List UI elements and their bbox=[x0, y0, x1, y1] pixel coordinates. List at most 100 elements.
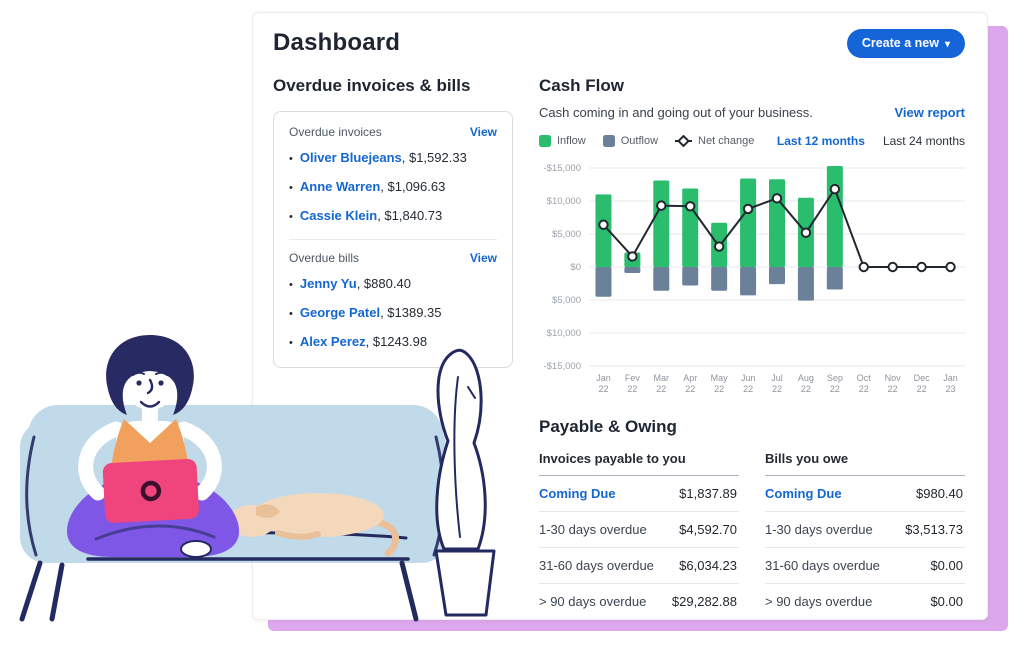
aging-amount: $0.00 bbox=[930, 558, 963, 573]
legend-row: Inflow Outflow Net change Last 12 months La… bbox=[539, 134, 965, 148]
aging-amount: $3,513.73 bbox=[905, 522, 963, 537]
aging-label: 31-60 days overdue bbox=[539, 558, 654, 573]
list-item: George Patel, $1389.35 bbox=[289, 298, 497, 327]
aging-label: 1-30 days overdue bbox=[539, 522, 647, 537]
outflow-bar bbox=[595, 267, 612, 297]
range-tab-last-12-months[interactable]: Last 12 months bbox=[776, 134, 865, 148]
overdue-list: Oliver Bluejeans, $1,592.33Anne Warren, … bbox=[289, 143, 497, 230]
overdue-section-title: Overdue invoices bbox=[289, 125, 382, 139]
overdue-heading: Overdue invoices & bills bbox=[273, 76, 471, 95]
list-item: Oliver Bluejeans, $1,592.33 bbox=[289, 143, 497, 172]
card-header: Dashboard Create a new ▾ bbox=[273, 29, 965, 58]
overdue-name-link[interactable]: Oliver Bluejeans bbox=[299, 150, 402, 165]
svg-text:$5,000: $5,000 bbox=[552, 229, 581, 240]
svg-text:$10,000: $10,000 bbox=[547, 328, 581, 339]
inflow-bar bbox=[653, 180, 670, 267]
overdue-name-link[interactable]: George Patel bbox=[299, 305, 381, 320]
net-change-point bbox=[685, 201, 696, 212]
inflow-bar bbox=[769, 179, 785, 267]
range-tab-last-24-months[interactable]: Last 24 months bbox=[882, 134, 965, 148]
x-axis-label: Oct 22 bbox=[857, 373, 872, 394]
overdue-amount: , $1,840.73 bbox=[377, 208, 443, 223]
table-row: 1-30 days overdue $4,592.70 bbox=[539, 512, 739, 548]
overdue-section-header: Overdue invoices View bbox=[289, 125, 497, 139]
outflow-bar bbox=[653, 267, 670, 291]
x-axis-label: May 22 bbox=[711, 373, 729, 394]
overdue-name-link[interactable]: Alex Perez bbox=[299, 334, 366, 349]
legend-label: Inflow bbox=[557, 135, 586, 147]
payable-table: Invoices payable to you Coming Due $1,837.… bbox=[539, 451, 739, 619]
overdue-amount: , $1243.98 bbox=[365, 334, 428, 349]
legend-item-net-change: Net change bbox=[675, 135, 754, 147]
net-change-point bbox=[800, 227, 812, 238]
inflow-bar bbox=[740, 178, 757, 267]
content-columns: Overdue invoices & bills Overdue invoice… bbox=[273, 76, 965, 619]
create-new-button[interactable]: Create a new ▾ bbox=[846, 29, 965, 58]
view-report-link[interactable]: View report bbox=[894, 105, 965, 120]
view-link[interactable]: View bbox=[469, 125, 497, 139]
list-item: Alex Perez, $1243.98 bbox=[289, 327, 497, 356]
x-axis-label: Nov 22 bbox=[885, 373, 902, 394]
svg-text:-$15,000: -$15,000 bbox=[543, 163, 581, 174]
table-row: 1-30 days overdue $3,513.73 bbox=[765, 512, 965, 548]
couch-illustration bbox=[19, 335, 496, 622]
payable-heading: Payable & Owing bbox=[539, 417, 677, 436]
chart-legend: Inflow Outflow Net change bbox=[539, 135, 754, 147]
overdue-section-header: Overdue bills View bbox=[289, 251, 497, 265]
legend-label: Net change bbox=[698, 135, 755, 147]
legend-label: Outflow bbox=[620, 135, 659, 147]
x-axis-label: Sep 22 bbox=[827, 373, 843, 394]
create-new-label: Create a new bbox=[861, 36, 939, 50]
payable-table: Bills you owe Coming Due $980.40 1-30 days … bbox=[765, 451, 965, 619]
overdue-amount: , $1,096.63 bbox=[380, 179, 446, 194]
pink-laptop bbox=[102, 458, 199, 523]
cashflow-subrow: Cash coming in and going out of your bus… bbox=[539, 105, 965, 120]
cashflow-chart: -$15,000 $10,000 $5,000 $0 $5,000 $10,000 -$15… bbox=[539, 156, 965, 407]
overdue-amount: , $1,592.33 bbox=[401, 150, 467, 165]
overdue-list: Jenny Yu, $880.40George Patel, $1389.35A… bbox=[289, 269, 497, 356]
list-item: Cassie Klein, $1,840.73 bbox=[289, 201, 497, 230]
outflow-bar bbox=[624, 267, 641, 273]
overdue-amount: , $880.40 bbox=[356, 276, 411, 291]
outflow-bar bbox=[797, 267, 814, 301]
cashflow-heading: Cash Flow bbox=[539, 76, 625, 95]
table-row: 31-60 days overdue $0.00 bbox=[765, 548, 965, 584]
inflow-bar bbox=[682, 188, 699, 267]
inflow-bar bbox=[595, 194, 612, 267]
aging-amount: $29,282.88 bbox=[671, 594, 737, 609]
net-change-point bbox=[887, 261, 898, 273]
outflow-swatch-icon bbox=[602, 135, 615, 147]
overdue-name-link[interactable]: Cassie Klein bbox=[299, 208, 378, 223]
dashboard-card: Dashboard Create a new ▾ Overdue invoice… bbox=[252, 12, 988, 620]
outflow-bar bbox=[826, 267, 843, 290]
x-axis-label: Jul 22 bbox=[771, 373, 783, 394]
cashflow-chart-svg: -$15,000 $10,000 $5,000 $0 $5,000 $10,000 -$15… bbox=[543, 163, 965, 394]
coming-due-link[interactable]: Coming Due bbox=[539, 486, 616, 501]
page-title: Dashboard bbox=[273, 29, 401, 56]
x-axis-label: Jun 22 bbox=[741, 373, 756, 394]
coming-due-link[interactable]: Coming Due bbox=[765, 486, 842, 501]
range-tabs: Last 12 months Last 24 months bbox=[777, 134, 965, 148]
net-change-point bbox=[945, 261, 956, 273]
aging-amount: $4,592.70 bbox=[679, 522, 737, 537]
overdue-name-link[interactable]: Jenny Yu bbox=[299, 276, 357, 291]
legend-item-inflow: Inflow bbox=[539, 135, 586, 147]
aging-label: > 90 days overdue bbox=[539, 594, 647, 609]
net-change-point bbox=[829, 183, 841, 195]
cashflow-subtitle: Cash coming in and going out of your bus… bbox=[539, 105, 813, 120]
x-axis-label: Jan 23 bbox=[943, 373, 958, 394]
table-row: > 90 days overdue $29,282.88 bbox=[539, 584, 739, 619]
overdue-amount: , $1389.35 bbox=[380, 305, 442, 320]
net-change-point bbox=[916, 261, 927, 273]
overdue-divider bbox=[289, 239, 497, 240]
outflow-bar bbox=[740, 267, 757, 296]
aging-amount: $0.00 bbox=[930, 594, 963, 609]
person-with-laptop bbox=[66, 335, 240, 558]
svg-text:-$15,000: -$15,000 bbox=[543, 361, 581, 372]
table-row: Coming Due $980.40 bbox=[765, 476, 965, 512]
cashflow-column: Cash Flow Cash coming in and going out o… bbox=[539, 76, 965, 619]
sleeping-dog bbox=[226, 493, 399, 557]
overdue-name-link[interactable]: Anne Warren bbox=[299, 179, 381, 194]
net-change-diamond-icon bbox=[675, 135, 693, 147]
view-link[interactable]: View bbox=[469, 251, 497, 265]
